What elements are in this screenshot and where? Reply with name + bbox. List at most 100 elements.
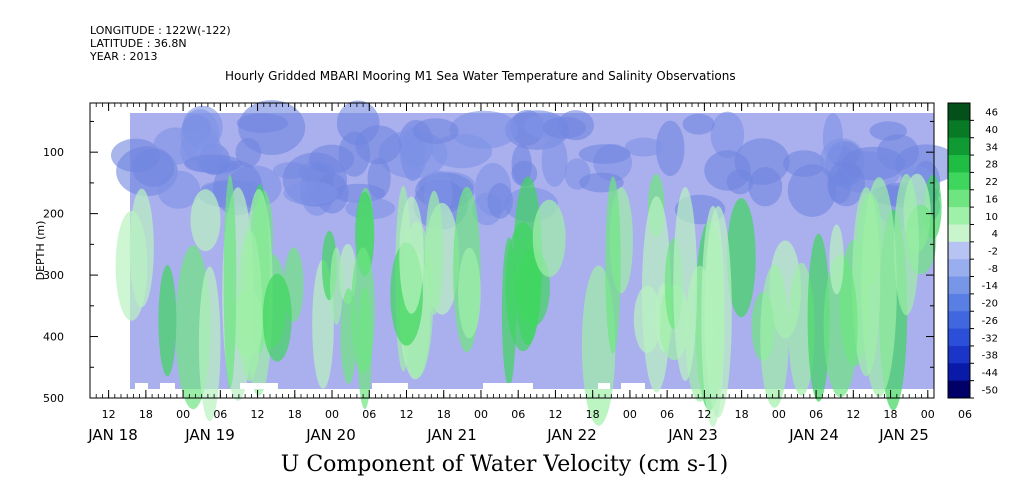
field-patch: [283, 181, 339, 206]
x-tick-label: 00: [921, 408, 935, 421]
colorbar-label: -50: [982, 385, 998, 396]
longitude-label: LONGITUDE : 122W(-122): [90, 24, 231, 37]
colorbar-frame: [947, 102, 971, 399]
field-patch: [710, 111, 745, 159]
x-tick-label: 18: [735, 408, 749, 421]
colorbar-label: 10: [985, 212, 998, 223]
colorbar-band: [948, 224, 970, 243]
data-gap: [135, 383, 148, 389]
colorbar-label: 4: [992, 229, 998, 240]
x-tick-label: 06: [511, 408, 525, 421]
field-patch: [827, 160, 865, 207]
y-tick-label: 400: [43, 331, 64, 344]
field-patch: [190, 189, 221, 252]
x-tick-label: 12: [697, 408, 711, 421]
x-axis-title: U Component of Water Velocity (cm s-1): [280, 452, 729, 477]
colorbar-band: [948, 311, 970, 330]
colorbar-label: 46: [985, 108, 998, 119]
field-patch: [682, 113, 715, 135]
colorbar-band: [948, 103, 970, 121]
field-patch: [336, 100, 380, 146]
x-tick-label: 00: [623, 408, 637, 421]
field-patch: [734, 138, 790, 185]
colorbar-label: 16: [985, 194, 998, 205]
field-patch: [726, 198, 756, 318]
field-patch: [412, 118, 459, 144]
colorbar-label: -32: [982, 333, 998, 344]
x-tick-label: 18: [139, 408, 153, 421]
field-patch: [132, 148, 175, 187]
colorbar-band: [948, 172, 970, 191]
y-tick-label: 300: [43, 269, 64, 282]
field-patch: [330, 247, 343, 325]
year-label: YEAR : 2013: [90, 50, 158, 63]
field-patch: [893, 173, 919, 316]
colorbar-label: -20: [982, 299, 998, 310]
colorbar-label: 40: [985, 125, 998, 136]
y-tick-label: 200: [43, 208, 64, 221]
colorbar-label: -8: [988, 264, 998, 275]
x-tick-label: 00: [325, 408, 339, 421]
field-patch: [235, 138, 262, 168]
field-patch: [633, 285, 661, 354]
field-patch: [673, 187, 698, 381]
x-tick-label: 18: [437, 408, 451, 421]
field-patch: [542, 116, 587, 139]
x-date-label: JAN 25: [878, 426, 929, 444]
x-tick-label: 12: [251, 408, 265, 421]
colorbar-band: [948, 207, 970, 225]
colorbar-band: [948, 276, 970, 295]
y-tick-label: 500: [43, 392, 64, 405]
colorbar-band: [948, 241, 970, 260]
x-date-label: JAN 24: [788, 426, 839, 444]
latitude-label: LATITUDE : 36.8N: [90, 37, 187, 50]
field-patch: [655, 120, 685, 176]
field-patch: [367, 157, 391, 199]
field-patch: [823, 254, 858, 398]
x-date-label: JAN 23: [667, 426, 718, 444]
field-patch: [351, 247, 375, 374]
colorbar-band: [948, 380, 970, 399]
colorbar-band: [948, 345, 970, 364]
data-gap: [621, 383, 645, 389]
colorbar-band: [948, 363, 970, 382]
x-date-label: JAN 18: [87, 426, 138, 444]
field-patch: [760, 264, 789, 408]
colorbar-label: -2: [988, 247, 998, 258]
x-tick-label: 18: [884, 408, 898, 421]
field-patch: [787, 164, 837, 217]
field-patch: [262, 273, 292, 362]
y-axis-title: DEPTH (m): [34, 221, 47, 281]
x-date-label: JAN 22: [546, 426, 597, 444]
x-date-label: JAN 19: [184, 426, 235, 444]
colorbar-label: 28: [985, 160, 998, 171]
x-tick-label: 18: [288, 408, 302, 421]
x-tick-label: 06: [958, 408, 972, 421]
field-patch: [487, 183, 513, 219]
field-patch: [701, 205, 725, 428]
data-gap: [598, 383, 610, 389]
colorbar-band: [948, 155, 970, 173]
field-patch: [158, 265, 177, 377]
x-tick-label: 06: [213, 408, 227, 421]
x-tick-label: 00: [176, 408, 190, 421]
colorbar-band: [948, 328, 970, 347]
x-tick-label: 06: [660, 408, 674, 421]
field-patch: [624, 137, 663, 157]
field-patch: [852, 187, 881, 377]
colorbar-label: -14: [982, 281, 998, 292]
field-patch: [869, 121, 908, 141]
field-patch: [605, 176, 621, 354]
y-tick-label: 100: [43, 146, 64, 159]
x-tick-label: 06: [809, 408, 823, 421]
data-gap: [160, 383, 175, 389]
x-tick-label: 18: [586, 408, 600, 421]
field-patch: [829, 224, 844, 295]
x-tick-label: 12: [400, 408, 414, 421]
colorbar-band: [948, 259, 970, 278]
colorbar-band: [948, 137, 970, 156]
field-patch: [431, 133, 493, 169]
x-tick-label: 12: [548, 408, 562, 421]
x-tick-label: 00: [772, 408, 786, 421]
